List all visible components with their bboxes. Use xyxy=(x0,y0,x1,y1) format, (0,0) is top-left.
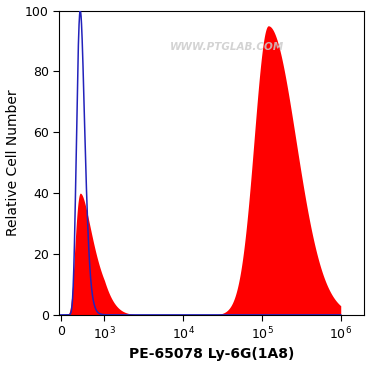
X-axis label: PE-65078 Ly-6G(1A8): PE-65078 Ly-6G(1A8) xyxy=(129,348,295,361)
Text: WWW.PTGLAB.COM: WWW.PTGLAB.COM xyxy=(170,42,284,52)
Y-axis label: Relative Cell Number: Relative Cell Number xyxy=(6,90,20,236)
